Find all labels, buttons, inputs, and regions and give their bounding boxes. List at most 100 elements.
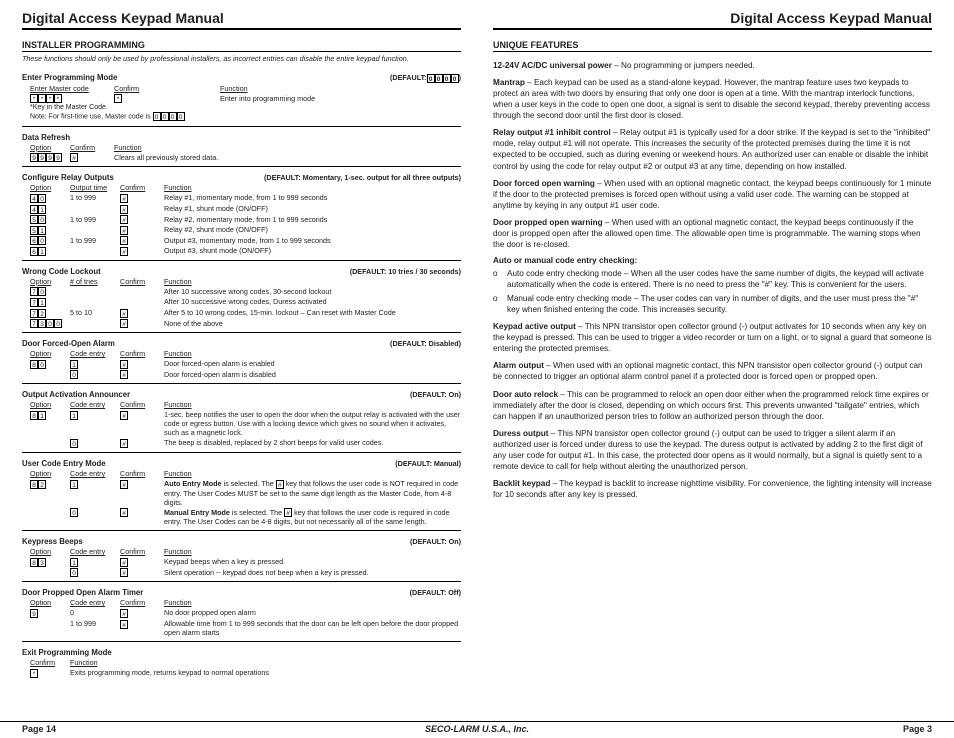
pce: 0 [70,608,120,617]
feat8-t: Door auto relock [493,390,558,399]
feat-relock: Door auto relock – This can be programme… [493,389,932,422]
l-h1: Option [22,277,70,286]
feat1-b: – No programming or jumpers needed. [612,61,755,70]
lc: # [120,319,164,329]
beeps-table: OptionCode entryConfirmFunction 831#Keyp… [22,547,461,577]
a-h3: Confirm [120,400,164,409]
feat7-b: – When used with an optional magnetic co… [493,361,923,381]
fc: # [120,370,164,380]
feat-mantrap: Mantrap – Each keypad can be used as a s… [493,77,932,121]
ef: Exits programming mode, returns keypad t… [70,668,461,677]
feat-power: 12-24V AC/DC universal power – No progra… [493,60,932,71]
p-h2: Code entry [70,598,120,607]
sub-checking: Auto or manual code entry checking: [493,256,932,265]
rf: Relay #1, momentary mode, from 1 to 999 … [164,193,461,202]
e-h2: Function [70,658,461,667]
prop-default: (DEFAULT: Off) [410,588,461,597]
fo: 80 [22,359,70,369]
lf: After 10 successive wrong codes, 30-seco… [164,287,461,296]
b1-text: Auto code entry checking mode – When all… [507,268,932,290]
f-h3: Confirm [120,349,164,358]
ro: 61 [22,246,70,256]
prop-table: OptionCode entryConfirmFunction 90#No do… [22,598,461,637]
relay-default: (DEFAULT: Momentary, 1-sec. output for a… [264,173,461,182]
prop-title-text: Door Propped Open Alarm Timer [22,588,143,597]
u-h1: Option [22,469,70,478]
pf: Allowable time from 1 to 999 seconds tha… [164,619,461,637]
rv: 1 to 999 [70,193,120,202]
f-h2: Code entry [70,349,120,358]
bce: 1 [70,557,120,567]
feat-alarm: Alarm output – When used with an optiona… [493,360,932,382]
uce: 1 [70,479,120,489]
master-code-field: **** [22,94,114,104]
e-h1: Confirm [22,658,70,667]
feat-duress: Duress output – This NPN transistor open… [493,428,932,472]
h-option: Option [22,143,70,152]
feat6-t: Keypad active output [493,322,576,331]
feat3-t: Relay output #1 inhibit control [493,128,611,137]
feat-inhibit: Relay output #1 inhibit control – Relay … [493,127,932,171]
feat-propped: Door propped open warning – When used wi… [493,217,932,250]
po: 9 [22,608,70,618]
ucem-default: (DEFAULT: Manual) [395,459,461,468]
forced-default: (DEFAULT: Disabled) [390,339,461,348]
refresh-conf: # [70,153,114,163]
enter-mode-table: Enter Master code Confirm Function **** … [22,84,461,122]
rc: # [120,193,164,203]
l-h2: # of tries [70,277,120,286]
bc: # [120,568,164,578]
rf: Relay #2, momentary mode, from 1 to 999 … [164,215,461,224]
b-h1: Option [22,547,70,556]
ac: # [120,438,164,448]
rf: Relay #2, shunt mode (ON/OFF) [164,225,461,234]
refresh-func: Clears all previously stored data. [114,153,461,162]
uc: # [120,508,164,518]
feat9-b: – This NPN transistor open collector gro… [493,429,923,471]
p-h1: Option [22,598,70,607]
ao: 81 [22,410,70,420]
enter-mode-title-text: Enter Programming Mode [22,73,117,82]
feat8-b: – This can be programmed to relock an op… [493,390,929,421]
ann-title-text: Output Activation Announcer [22,390,130,399]
bullet-auto: oAuto code entry checking mode – When al… [493,268,932,290]
col-master: Enter Master code [22,84,114,93]
uo: 82 [22,479,70,489]
bc: # [120,557,164,567]
feat2-b: – Each keypad can be used as a stand-alo… [493,78,930,120]
ro: 50 [22,215,70,225]
bf: Silent operation -- keypad does not beep… [164,568,461,577]
confirm-key: * [114,94,158,104]
ff: Door forced-open alarm is enabled [164,359,461,368]
company: SECO-LARM U.S.A., Inc. [425,724,529,734]
refresh-table: Option Confirm Function 9999 # Clears al… [22,143,461,163]
ro: 40 [22,193,70,203]
ann-table: OptionCode entryConfirmFunction 811#1-se… [22,400,461,448]
eo: * [22,668,70,678]
installer-heading: INSTALLER PROGRAMMING [22,40,461,52]
relay-table: Option Output time Confirm Function 401 … [22,183,461,256]
feat1-t: 12-24V AC/DC universal power [493,61,612,70]
b2-text: Manual code entry checking mode – The us… [507,293,932,315]
bullet-icon: o [493,268,507,290]
lo: 72 [22,308,70,318]
ann-default: (DEFAULT: On) [410,390,461,399]
feat9-t: Duress output [493,429,549,438]
ucem-title: User Code Entry Mode (DEFAULT: Manual) [22,459,461,468]
footer: Page 14 SECO-LARM U.S.A., Inc. Page 3 [0,721,954,734]
pce: 1 to 999 [70,619,120,628]
rf: Output #3, momentary mode, from 1 to 999… [164,236,461,245]
relay-title-text: Configure Relay Outputs [22,173,114,182]
bullet-icon: o [493,293,507,315]
lf: None of the above [164,319,461,328]
enter-mode-note1: *Key in the Master Code. [22,103,461,112]
f-h4: Function [164,349,461,358]
feat2-t: Mantrap [493,78,525,87]
a-h4: Function [164,400,461,409]
feat10-b: – The keypad is backlit to increase nigh… [493,479,932,499]
rc: # [120,236,164,246]
ro: 41 [22,204,70,214]
a-h2: Code entry [70,400,120,409]
refresh-title: Data Refresh [22,133,461,142]
rf: Relay #1, shunt mode (ON/OFF) [164,204,461,213]
